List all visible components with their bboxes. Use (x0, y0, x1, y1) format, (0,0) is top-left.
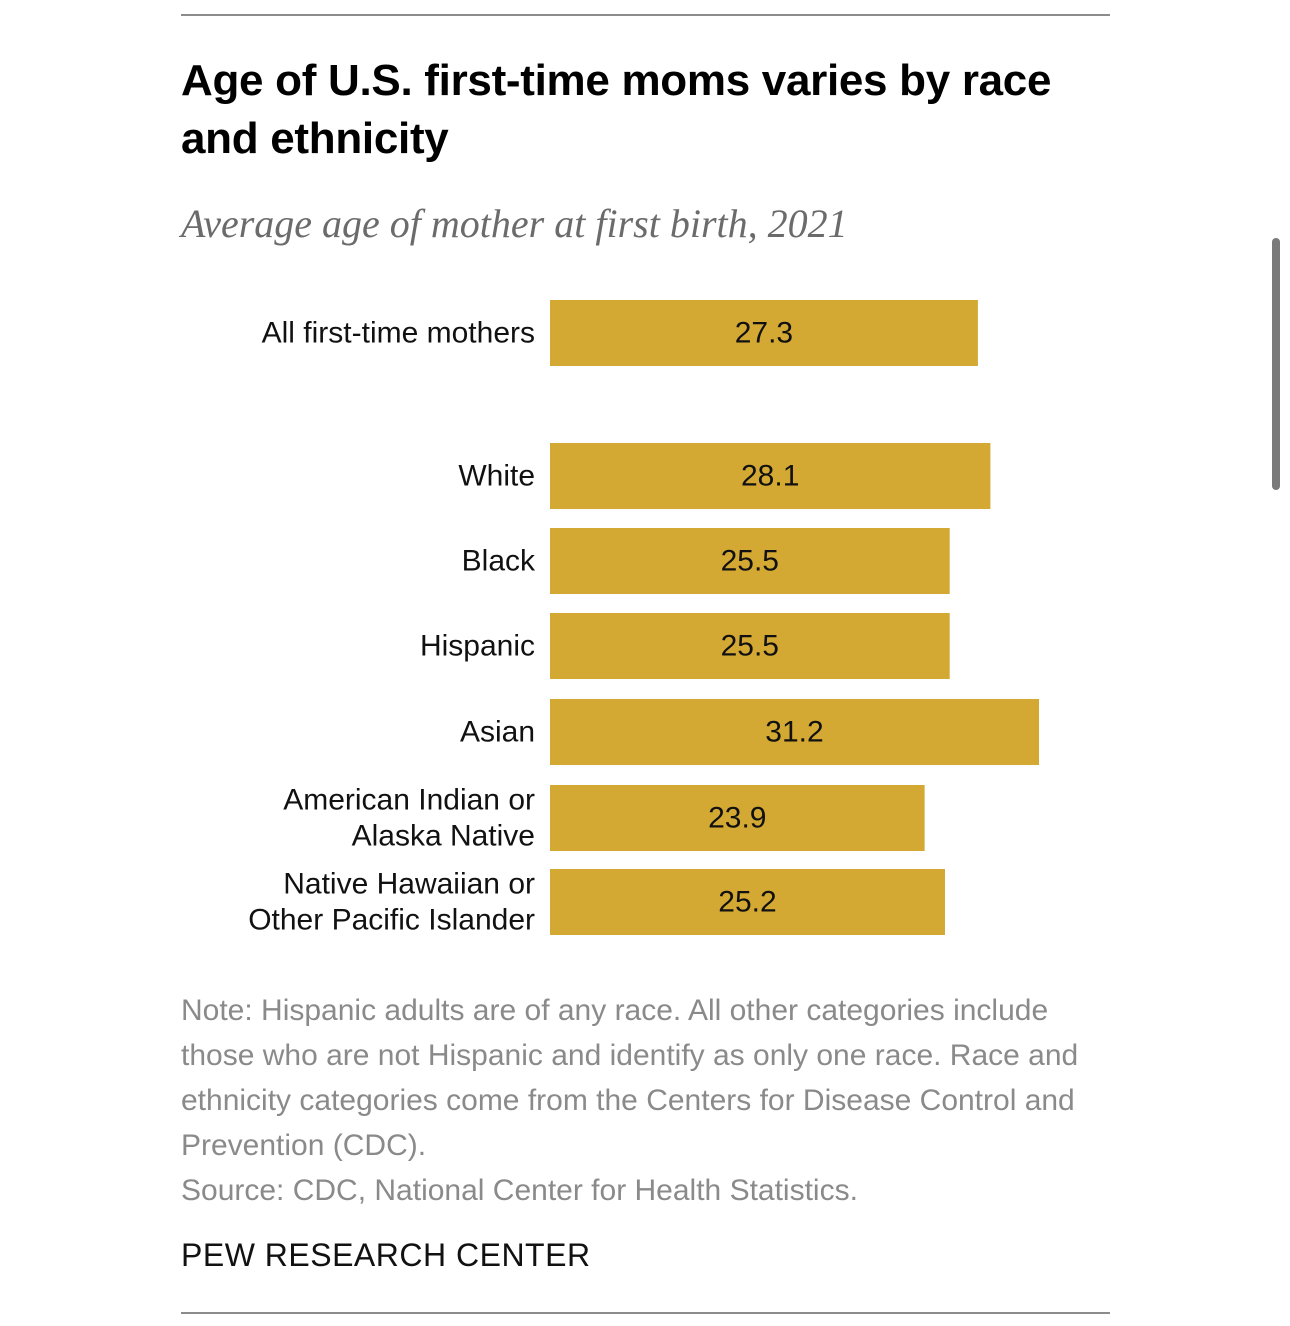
category-label-line: Asian (460, 716, 535, 749)
category-label-asian: Asian (460, 716, 535, 749)
category-label-white: White (458, 460, 535, 493)
category-label-american-indian-or-alaska-native: American Indian or Alaska Native (283, 784, 535, 853)
category-label-line: American Indian or (283, 784, 535, 817)
chart-subtitle: Average age of mother at first birth, 20… (181, 201, 848, 246)
scrollbar-thumb[interactable] (1272, 238, 1280, 490)
category-label-all-first-time-mothers: All first-time mothers (262, 317, 535, 350)
chart-source: Source: CDC, National Center for Health … (181, 1174, 858, 1207)
category-label-line: Other Pacific Islander (248, 904, 535, 937)
value-label-asian: 31.2 (765, 716, 823, 749)
category-label-native-hawaiian-or-other-pacific-islander: Native Hawaiian or Other Pacific Islander (248, 868, 535, 937)
bar-asian (550, 699, 1039, 765)
category-label-line: Black (462, 545, 536, 578)
bar-black (550, 528, 950, 594)
bar-native-hawaiian-or-other-pacific-islander (550, 869, 945, 935)
value-label-native-hawaiian-or-other-pacific-islander: 25.2 (718, 886, 776, 919)
value-label-black: 25.5 (721, 545, 779, 578)
bar-all-first-time-mothers (550, 300, 978, 366)
bottom-divider (181, 1312, 1110, 1314)
category-label-line: White (458, 460, 535, 493)
chart-title: Age of U.S. first-time moms varies by ra… (181, 56, 1052, 163)
category-label-line: All first-time mothers (262, 317, 535, 350)
category-label-line: Hispanic (420, 630, 535, 663)
brand-name: PEW RESEARCH CENTER (181, 1237, 591, 1273)
value-label-white: 28.1 (741, 460, 799, 493)
value-label-american-indian-or-alaska-native: 23.9 (708, 802, 766, 835)
category-label-hispanic: Hispanic (420, 630, 535, 663)
value-label-hispanic: 25.5 (721, 630, 779, 663)
category-label-black: Black (462, 545, 536, 578)
chart-note: Note: Hispanic adults are of any race. A… (181, 994, 1079, 1162)
top-divider (181, 14, 1110, 16)
bar-american-indian-or-alaska-native (550, 785, 925, 851)
category-label-line: Native Hawaiian or (283, 868, 535, 901)
value-label-all-first-time-mothers: 27.3 (735, 317, 793, 350)
bar-white (550, 443, 991, 509)
category-label-line: Alaska Native (352, 820, 535, 853)
bar-hispanic (550, 613, 950, 679)
